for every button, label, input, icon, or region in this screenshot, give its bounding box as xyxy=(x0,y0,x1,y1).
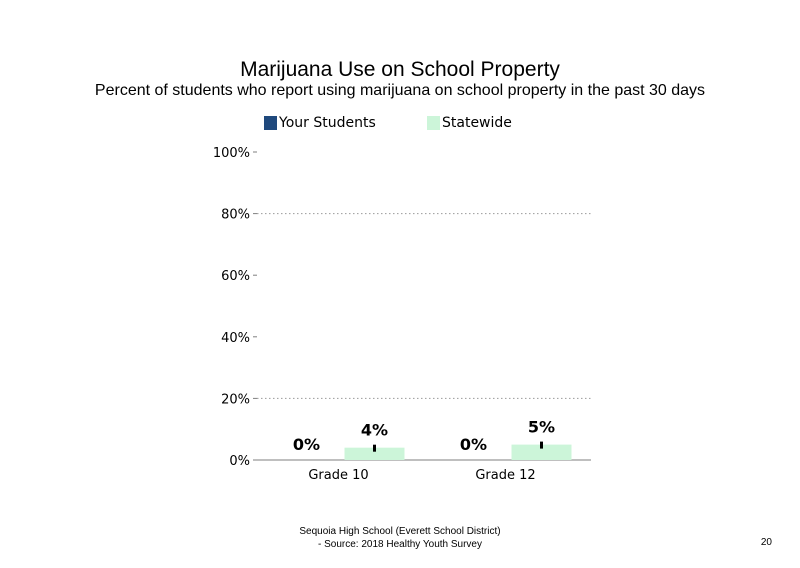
bar-statewide xyxy=(511,444,572,460)
y-tick-label: 0% xyxy=(229,454,250,469)
y-tick-label: 100% xyxy=(213,146,250,161)
footer-source: - Source: 2018 Healthy Youth Survey xyxy=(318,539,482,550)
error-bar xyxy=(540,441,543,449)
legend-item-statewide: Statewide xyxy=(427,115,512,131)
data-label: 5% xyxy=(528,418,555,437)
data-label: 4% xyxy=(361,421,388,440)
chart-subtitle: Percent of students who report using mar… xyxy=(94,82,706,99)
x-tick-label: Grade 12 xyxy=(475,468,535,483)
page-number: 20 xyxy=(760,537,772,548)
legend-label-statewide: Statewide xyxy=(442,115,512,131)
chart-legend: Your Students Statewide xyxy=(0,115,800,133)
footer-school: Sequoia High School (Everett School Dist… xyxy=(299,526,501,537)
error-bar xyxy=(373,444,376,452)
data-label: 0% xyxy=(460,435,487,454)
legend-item-your-students: Your Students xyxy=(264,115,376,131)
data-label: 0% xyxy=(293,435,320,454)
legend-label-your-students: Your Students xyxy=(279,115,376,131)
footer: Sequoia High School (Everett School Dist… xyxy=(0,525,800,551)
chart-title: Marijuana Use on School Property xyxy=(240,58,560,81)
legend-swatch-statewide xyxy=(427,116,440,130)
legend-swatch-your-students xyxy=(264,116,277,130)
y-tick-label: 20% xyxy=(221,392,250,407)
y-tick-label: 40% xyxy=(221,331,250,346)
x-tick-label: Grade 10 xyxy=(308,468,368,483)
y-tick-label: 80% xyxy=(221,208,250,223)
bar-statewide xyxy=(344,447,405,460)
y-tick-label: 60% xyxy=(221,269,250,284)
